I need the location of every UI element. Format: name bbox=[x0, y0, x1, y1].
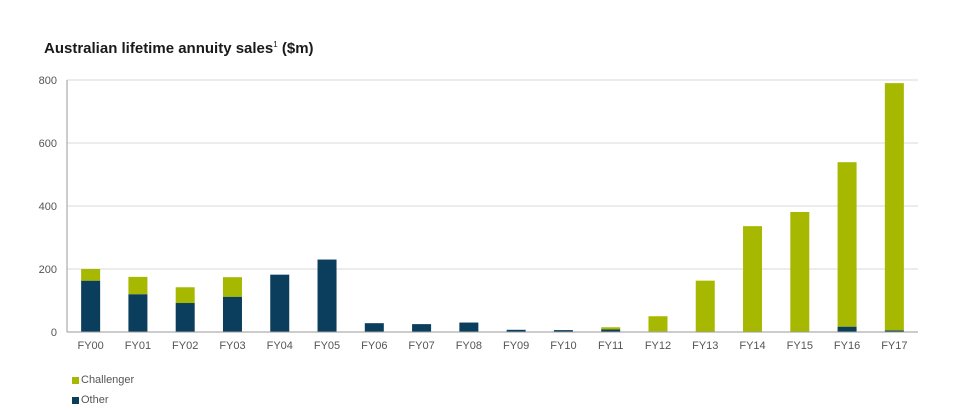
x-tick-label: FY05 bbox=[314, 340, 340, 352]
x-tick-label: FY11 bbox=[598, 340, 623, 352]
bar-challenger-fy01 bbox=[128, 276, 148, 295]
y-tick-label: 600 bbox=[39, 138, 57, 150]
y-tick-label: 200 bbox=[39, 264, 57, 276]
bar-other-fy16 bbox=[837, 326, 857, 332]
y-tick-label: 400 bbox=[39, 201, 57, 213]
x-tick-label: FY10 bbox=[550, 340, 576, 352]
bar-challenger-fy14 bbox=[743, 226, 763, 332]
bar-challenger-fy12 bbox=[648, 316, 668, 332]
x-tick-label: FY17 bbox=[881, 340, 907, 352]
x-tick-label: FY01 bbox=[125, 340, 151, 352]
bar-other-fy05 bbox=[317, 259, 337, 332]
bar-challenger-fy13 bbox=[695, 280, 715, 332]
bar-other-fy03 bbox=[222, 296, 242, 332]
bar-challenger-fy00 bbox=[81, 269, 101, 281]
x-tick-label: FY13 bbox=[692, 340, 718, 352]
x-tick-label: FY04 bbox=[267, 340, 293, 352]
x-tick-label: FY06 bbox=[361, 340, 387, 352]
bar-other-fy17 bbox=[884, 330, 904, 332]
x-tick-label: FY08 bbox=[456, 340, 482, 352]
x-tick-label: FY03 bbox=[219, 340, 245, 352]
legend-item-challenger: Challenger bbox=[72, 370, 134, 390]
bar-challenger-fy16 bbox=[837, 162, 857, 327]
bar-other-fy09 bbox=[506, 329, 526, 332]
legend: Challenger Other bbox=[72, 370, 134, 410]
bar-other-fy00 bbox=[81, 280, 101, 332]
bar-other-fy10 bbox=[553, 330, 573, 332]
legend-label-challenger: Challenger bbox=[81, 374, 135, 386]
legend-label-other: Other bbox=[81, 394, 109, 406]
bar-challenger-fy02 bbox=[175, 287, 195, 304]
x-tick-label: FY15 bbox=[787, 340, 813, 352]
x-tick-label: FY14 bbox=[739, 340, 765, 352]
x-tick-label: FY12 bbox=[645, 340, 671, 352]
title-unit: ($m) bbox=[281, 40, 314, 57]
bar-challenger-fy03 bbox=[222, 277, 242, 297]
bar-other-fy08 bbox=[459, 322, 479, 332]
bar-other-fy11 bbox=[601, 329, 621, 332]
legend-swatch-challenger bbox=[72, 376, 79, 384]
legend-item-other: Other bbox=[72, 390, 134, 410]
x-tick-label: FY00 bbox=[77, 340, 103, 352]
bar-other-fy01 bbox=[128, 294, 148, 332]
x-tick-label: FY07 bbox=[408, 340, 434, 352]
title-superscript: 1 bbox=[273, 40, 278, 49]
x-tick-label: FY09 bbox=[503, 340, 529, 352]
chart-title: Australian lifetime annuity sales1 ($m) bbox=[44, 40, 314, 57]
bar-other-fy02 bbox=[175, 303, 195, 332]
bar-other-fy07 bbox=[412, 324, 432, 332]
bar-challenger-fy11 bbox=[601, 327, 621, 330]
bar-other-fy06 bbox=[364, 323, 384, 332]
legend-swatch-other bbox=[72, 396, 79, 404]
y-tick-label: 0 bbox=[51, 327, 57, 339]
x-tick-label: FY02 bbox=[172, 340, 198, 352]
bar-other-fy04 bbox=[270, 274, 290, 332]
bar-challenger-fy15 bbox=[790, 211, 810, 332]
y-tick-label: 800 bbox=[39, 75, 57, 87]
bar-challenger-fy17 bbox=[884, 83, 904, 331]
x-tick-label: FY16 bbox=[834, 340, 860, 352]
